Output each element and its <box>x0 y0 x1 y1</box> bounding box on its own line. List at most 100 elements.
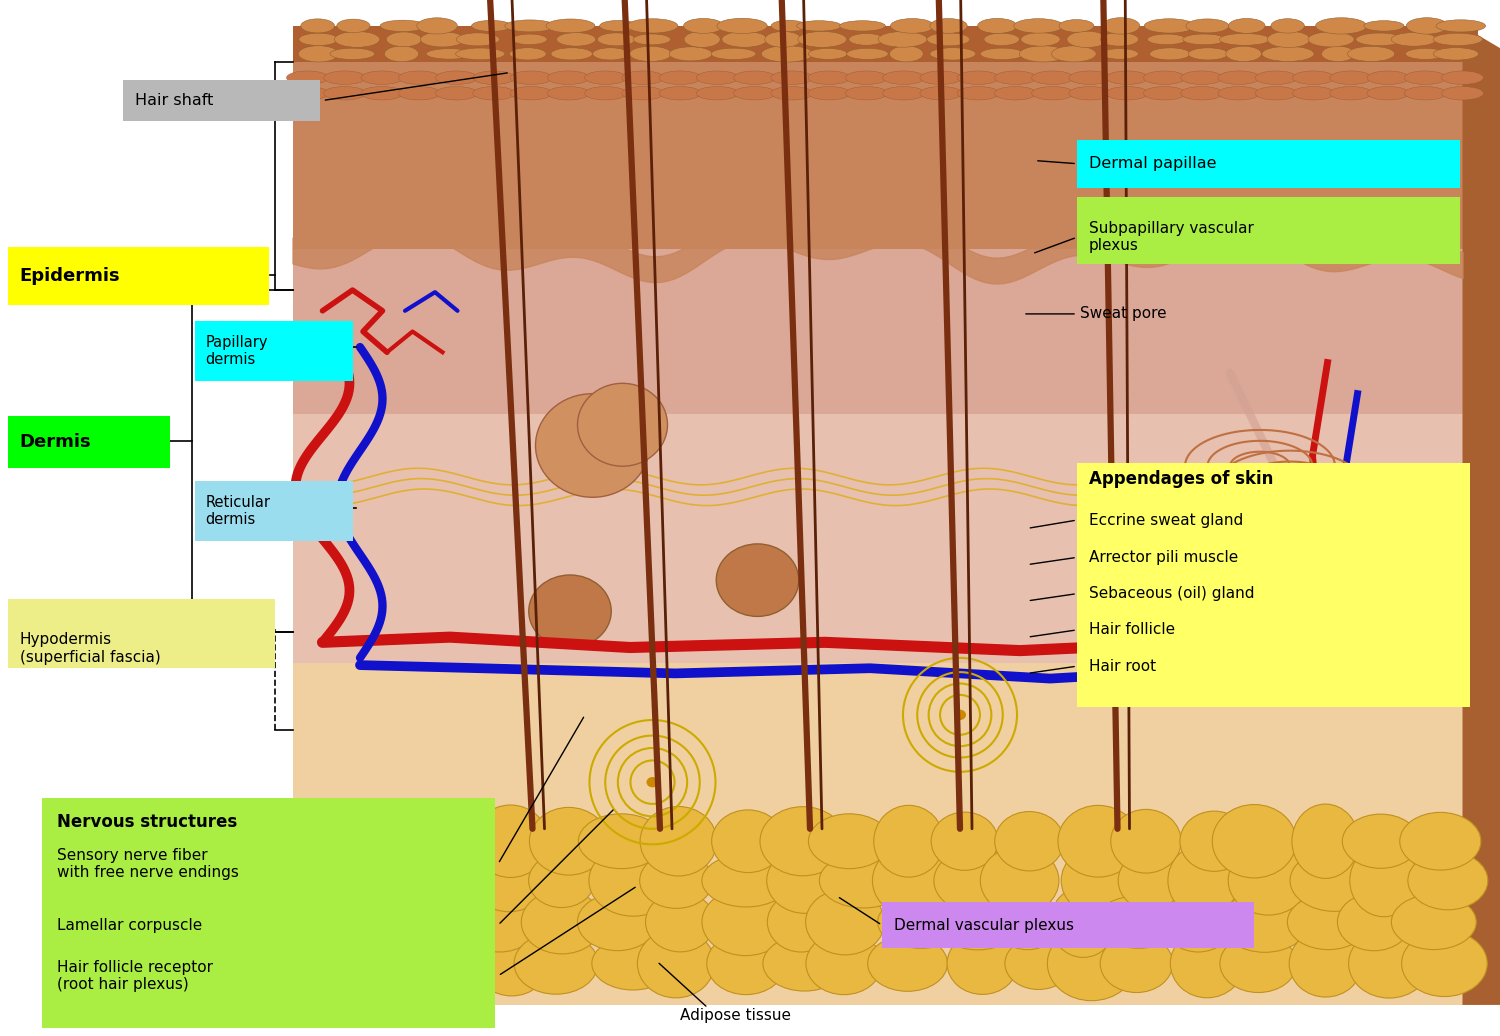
Ellipse shape <box>622 71 664 85</box>
Ellipse shape <box>456 33 500 46</box>
Ellipse shape <box>1342 814 1419 868</box>
Ellipse shape <box>1287 894 1370 950</box>
Ellipse shape <box>696 87 738 100</box>
Ellipse shape <box>1218 71 1260 85</box>
Ellipse shape <box>386 32 422 47</box>
Ellipse shape <box>645 892 716 952</box>
Ellipse shape <box>765 31 801 48</box>
Ellipse shape <box>302 19 334 33</box>
Ellipse shape <box>717 19 768 33</box>
Ellipse shape <box>796 21 842 31</box>
Ellipse shape <box>927 33 970 46</box>
Ellipse shape <box>578 893 657 951</box>
Ellipse shape <box>1268 31 1310 48</box>
Ellipse shape <box>981 846 1059 915</box>
Ellipse shape <box>1143 71 1185 85</box>
Ellipse shape <box>1020 46 1068 62</box>
Ellipse shape <box>760 807 846 875</box>
Ellipse shape <box>1058 805 1138 877</box>
Ellipse shape <box>934 848 1020 913</box>
Ellipse shape <box>1180 71 1222 85</box>
FancyBboxPatch shape <box>8 416 170 468</box>
Ellipse shape <box>1392 894 1476 950</box>
Ellipse shape <box>1220 934 1296 992</box>
Text: Sebaceous (oil) gland: Sebaceous (oil) gland <box>1089 586 1254 601</box>
Text: Lamellar corpuscle: Lamellar corpuscle <box>57 918 202 932</box>
Ellipse shape <box>472 71 514 85</box>
Ellipse shape <box>1407 18 1448 34</box>
Ellipse shape <box>920 87 962 100</box>
Ellipse shape <box>579 814 664 868</box>
Ellipse shape <box>1290 850 1378 912</box>
Ellipse shape <box>1143 87 1185 100</box>
Ellipse shape <box>846 87 888 100</box>
Ellipse shape <box>296 852 364 910</box>
Ellipse shape <box>706 932 786 995</box>
Ellipse shape <box>597 33 636 46</box>
Ellipse shape <box>882 71 924 85</box>
Ellipse shape <box>420 32 465 47</box>
Ellipse shape <box>1032 87 1074 100</box>
Ellipse shape <box>510 48 546 60</box>
Ellipse shape <box>528 575 612 648</box>
Ellipse shape <box>522 890 603 954</box>
Ellipse shape <box>1170 929 1244 998</box>
Ellipse shape <box>920 71 962 85</box>
Ellipse shape <box>994 71 1036 85</box>
Ellipse shape <box>366 847 432 914</box>
Ellipse shape <box>426 49 472 59</box>
Ellipse shape <box>768 892 836 952</box>
Ellipse shape <box>867 936 948 991</box>
Ellipse shape <box>1162 892 1233 952</box>
Ellipse shape <box>658 87 700 100</box>
Ellipse shape <box>1316 18 1366 34</box>
FancyBboxPatch shape <box>8 599 274 668</box>
Ellipse shape <box>994 894 1062 950</box>
Ellipse shape <box>957 87 999 100</box>
Ellipse shape <box>435 87 477 100</box>
Ellipse shape <box>462 892 538 952</box>
Ellipse shape <box>1106 87 1148 100</box>
Ellipse shape <box>286 87 328 100</box>
Text: Dermal vascular plexus: Dermal vascular plexus <box>894 918 1074 932</box>
Ellipse shape <box>734 87 776 100</box>
Ellipse shape <box>633 34 670 45</box>
Ellipse shape <box>362 87 404 100</box>
Ellipse shape <box>1329 87 1371 100</box>
Text: Sweat pore: Sweat pore <box>1080 307 1167 321</box>
Ellipse shape <box>630 47 672 61</box>
Ellipse shape <box>890 46 922 62</box>
Ellipse shape <box>696 71 738 85</box>
Ellipse shape <box>622 87 664 100</box>
Ellipse shape <box>1052 46 1096 62</box>
Text: Hair root: Hair root <box>1089 659 1156 673</box>
Ellipse shape <box>1212 805 1296 877</box>
Ellipse shape <box>536 394 650 497</box>
Ellipse shape <box>930 48 976 60</box>
Ellipse shape <box>514 932 598 995</box>
Ellipse shape <box>380 20 426 32</box>
Ellipse shape <box>638 929 714 998</box>
Ellipse shape <box>476 931 549 996</box>
Ellipse shape <box>1262 47 1314 61</box>
Ellipse shape <box>1226 47 1262 61</box>
FancyBboxPatch shape <box>8 247 268 305</box>
Ellipse shape <box>1256 71 1298 85</box>
Ellipse shape <box>766 847 843 914</box>
Ellipse shape <box>874 805 944 877</box>
Ellipse shape <box>1406 49 1446 59</box>
Ellipse shape <box>1032 71 1074 85</box>
Ellipse shape <box>592 48 628 60</box>
Ellipse shape <box>548 87 590 100</box>
Ellipse shape <box>669 47 712 61</box>
Ellipse shape <box>1404 71 1446 85</box>
Ellipse shape <box>1442 71 1484 85</box>
FancyBboxPatch shape <box>1077 463 1470 707</box>
Ellipse shape <box>1338 893 1412 951</box>
Ellipse shape <box>808 71 850 85</box>
Ellipse shape <box>298 33 338 46</box>
Ellipse shape <box>1005 938 1072 989</box>
Text: Appendages of skin: Appendages of skin <box>1089 469 1274 488</box>
Ellipse shape <box>546 19 596 33</box>
Ellipse shape <box>1401 930 1486 997</box>
